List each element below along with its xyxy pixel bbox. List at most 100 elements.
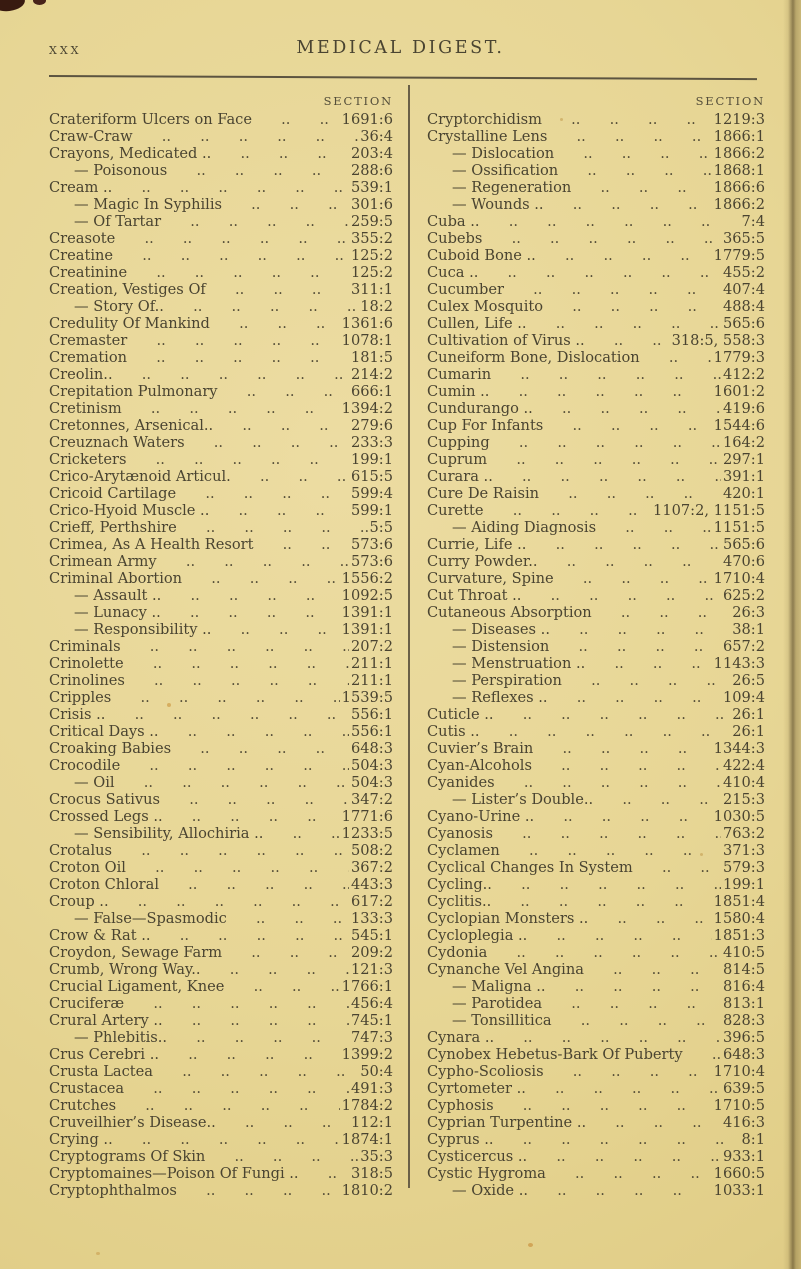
entry-dot-leader: .. .. .. .. .. .. .. .. .. .. .. .. .. .…	[533, 281, 721, 298]
index-entry: Cupping .. .. .. .. .. .. .. .. .. .. ..…	[427, 434, 765, 451]
index-entry: Cuvier’s Brain .. .. .. .. .. .. .. .. .…	[427, 740, 765, 757]
index-entry: Crural Artery .. .. .. .. .. .. .. .. ..…	[49, 1012, 393, 1029]
index-entry: — Maligna .. .. .. .. .. .. .. .. .. .. …	[427, 978, 765, 995]
entry-label: — Diseases ..	[452, 621, 550, 638]
index-entry: Creuznach Waters .. .. .. .. .. .. .. ..…	[49, 434, 393, 451]
entry-section-number: 1710:4	[713, 570, 765, 587]
index-entry: — Sensibility, Allochiria .. .. .. .. ..…	[49, 825, 393, 842]
section-heading-right: SECTION	[695, 94, 765, 108]
entry-label: — Reflexes ..	[452, 689, 548, 706]
entry-dot-leader: .. .. .. .. .. .. .. .. .. .. .. .. .. .…	[518, 383, 712, 400]
entry-dot-leader: .. .. .. .. .. .. .. .. .. .. .. .. .. .…	[200, 740, 349, 757]
entry-dot-leader: .. .. .. .. .. .. .. .. .. .. .. .. .. .…	[191, 1012, 349, 1029]
index-entry: Cuca .. .. .. .. .. .. .. .. .. .. .. ..…	[427, 264, 765, 281]
entry-section-number: 1078:1	[341, 332, 393, 349]
entry-dot-leader: .. .. .. .. .. .. .. .. .. .. .. .. .. .…	[576, 689, 721, 706]
entry-label: Cuneiform Bone, Dislocation	[427, 349, 640, 366]
entry-section-number: 657:2	[722, 638, 765, 655]
entry-label: Creasote	[49, 230, 116, 247]
entry-section-number: 410:5	[722, 944, 765, 961]
entry-label: Cystic Hygroma	[427, 1165, 546, 1182]
index-entry: Critical Days .. .. .. .. .. .. .. .. ..…	[49, 723, 393, 740]
index-entry: Crocus Sativus .. .. .. .. .. .. .. .. .…	[49, 791, 393, 808]
entry-dot-leader: .. .. .. .. .. .. .. .. .. .. .. .. .. .…	[190, 587, 340, 604]
entry-label: — Oxide ..	[452, 1182, 528, 1199]
entry-label: Crico-Arytænoid Articul.	[49, 468, 231, 485]
index-entry: Cyclical Changes In System .. .. .. .. .…	[427, 859, 765, 876]
entry-label: Crimea, As A Health Resort	[49, 536, 254, 553]
entry-label: Crow & Rat ..	[49, 927, 151, 944]
index-entry: Cystic Hygroma .. .. .. .. .. .. .. .. .…	[427, 1165, 765, 1182]
entry-dot-leader: .. .. .. .. .. .. .. .. .. .. .. .. .. .…	[661, 859, 721, 876]
entry-section-number: 50:4	[360, 1063, 393, 1080]
entry-label: Cyphosis	[427, 1097, 494, 1114]
entry-dot-leader: .. .. .. .. .. .. .. .. .. .. .. .. .. .…	[520, 893, 711, 910]
index-entry: — Assault .. .. .. .. .. .. .. .. .. .. …	[49, 587, 393, 604]
entry-dot-leader: .. .. .. .. .. .. .. .. .. .. .. .. .. .…	[185, 553, 349, 570]
index-entry: Curette .. .. .. .. .. .. .. .. .. .. ..…	[427, 502, 765, 519]
entry-section-number: 209:2	[350, 944, 393, 961]
entry-dot-leader: .. .. .. .. .. .. .. .. .. .. .. .. .. .…	[205, 485, 349, 502]
entry-label: Cream ..	[49, 179, 113, 196]
entry-dot-leader: .. .. .. .. .. .. .. .. .. .. .. .. .. .…	[140, 689, 339, 706]
entry-section-number: 1344:3	[713, 740, 765, 757]
index-entry: Cremation .. .. .. .. .. .. .. .. .. .. …	[49, 349, 393, 366]
entry-label: Crinolines	[49, 672, 125, 689]
entry-section-number: 1151:5	[713, 519, 765, 536]
entry-label: Crocus Sativus	[49, 791, 160, 808]
column-divider	[408, 85, 410, 1188]
index-entry: — Dislocation .. .. .. .. .. .. .. .. ..…	[427, 145, 765, 162]
entry-dot-leader: .. .. .. .. .. .. .. .. .. .. .. .. .. .…	[188, 1046, 339, 1063]
entry-label: Crus Cerebri ..	[49, 1046, 159, 1063]
entry-label: Creuznach Waters	[49, 434, 185, 451]
entry-dot-leader: .. .. .. .. .. .. .. .. .. .. .. .. .. .…	[155, 451, 349, 468]
entry-label: Cuba ..	[427, 213, 480, 230]
entry-dot-leader: .. .. .. .. .. .. .. .. .. .. .. .. .. .…	[141, 179, 349, 196]
entry-label: — Magic In Syphilis	[74, 196, 222, 213]
entry-section-number: 666:1	[350, 383, 393, 400]
index-entry: — Parotidea .. .. .. .. .. .. .. .. .. .…	[427, 995, 765, 1012]
entry-label: Cryptophthalmos	[49, 1182, 177, 1199]
entry-label: Crico-Hyoid Muscle ..	[49, 502, 210, 519]
entry-label: Croton Oil	[49, 859, 126, 876]
entry-label: Cremaster	[49, 332, 128, 349]
entry-label: Currie, Life ..	[427, 536, 527, 553]
index-entry: Cucumber .. .. .. .. .. .. .. .. .. .. .…	[427, 281, 765, 298]
entry-section-number: 1539:5	[341, 689, 393, 706]
entry-section-number: 814:5	[722, 961, 765, 978]
index-entry: Cruciferæ .. .. .. .. .. .. .. .. .. .. …	[49, 995, 393, 1012]
entry-dot-leader: .. .. .. .. .. .. .. .. .. .. .. .. .. .…	[245, 1114, 349, 1131]
index-entry: — Regeneration .. .. .. .. .. .. .. .. .…	[427, 179, 765, 196]
entry-label: Cypho-Scoliosis	[427, 1063, 544, 1080]
entry-label: — Assault ..	[74, 587, 162, 604]
paper-speck	[560, 118, 563, 121]
entry-section-number: 26:1	[732, 723, 765, 740]
entry-section-number: 504:3	[350, 774, 393, 791]
entry-section-number: 1779:3	[713, 349, 765, 366]
index-entry: Cyclitis.. .. .. .. .. .. .. .. .. .. ..…	[427, 893, 765, 910]
entry-dot-leader: .. .. .. .. .. .. .. .. .. .. .. .. .. .…	[555, 1080, 721, 1097]
index-entry: Crucial Ligament, Knee .. .. .. .. .. ..…	[49, 978, 393, 995]
entry-dot-leader: .. .. .. .. .. .. .. .. .. .. .. .. .. .…	[668, 349, 712, 366]
index-entry: Crepitation Pulmonary .. .. .. .. .. .. …	[49, 383, 393, 400]
index-entry: Cypho-Scoliosis .. .. .. .. .. .. .. .. …	[427, 1063, 765, 1080]
index-entry: Cyanosis .. .. .. .. .. .. .. .. .. .. .…	[427, 825, 765, 842]
entry-dot-leader: .. .. .. .. .. .. .. .. .. .. .. .. .. .…	[572, 1063, 712, 1080]
entry-section-number: 371:3	[722, 842, 765, 859]
entry-section-number: 121:3	[350, 961, 393, 978]
entry-section-number: 347:2	[350, 791, 393, 808]
entry-dot-leader: .. .. .. .. .. .. .. .. .. .. .. .. .. .…	[562, 400, 721, 417]
entry-label: Curette	[427, 502, 484, 519]
entry-dot-leader: .. .. .. .. .. .. .. .. .. .. .. .. .. .…	[255, 910, 349, 927]
entry-section-number: 599:4	[350, 485, 393, 502]
entry-section-number: 1233:5	[341, 825, 393, 842]
entry-section-number: 1544:6	[713, 417, 765, 434]
entry-dot-leader: .. .. .. .. .. .. .. .. .. .. .. .. .. .…	[587, 162, 712, 179]
entry-label: Cremation	[49, 349, 128, 366]
entry-label: Crimean Army	[49, 553, 157, 570]
entry-dot-leader: .. .. .. .. .. .. .. .. .. .. .. .. .. .…	[229, 961, 349, 978]
index-entry: Cundurango .. .. .. .. .. .. .. .. .. ..…	[427, 400, 765, 417]
index-entry: — Story Of.. .. .. .. .. .. .. .. .. .. …	[49, 298, 393, 315]
entry-dot-leader: .. .. .. .. .. .. .. .. .. .. .. .. .. .…	[600, 179, 711, 196]
index-column-right: SECTION Cryptorchidism .. .. .. .. .. ..…	[427, 92, 765, 1199]
